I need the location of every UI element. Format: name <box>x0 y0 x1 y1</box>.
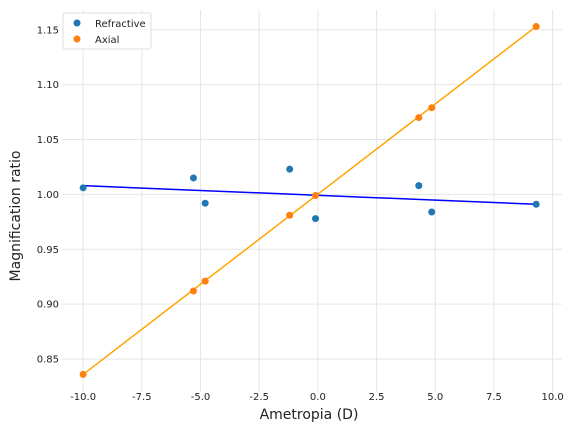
y-axis-title: Magnification ratio <box>8 151 24 282</box>
data-point-refractive <box>312 215 320 223</box>
data-point-refractive <box>286 165 294 173</box>
data-point-axial <box>312 192 320 200</box>
data-point-refractive <box>201 199 209 207</box>
data-point-axial <box>201 277 209 285</box>
legend-marker-refractive <box>73 19 81 27</box>
data-point-axial <box>415 114 423 122</box>
x-tick-label: -7.5 <box>132 392 152 403</box>
data-point-refractive <box>79 184 87 192</box>
fit-lines <box>82 25 537 376</box>
data-point-refractive <box>428 208 436 216</box>
x-tick-label: 2.5 <box>369 392 385 403</box>
data-point-axial <box>532 22 540 30</box>
data-point-axial <box>286 211 294 219</box>
data-points <box>79 22 540 378</box>
y-tick-label: 1.00 <box>37 190 59 201</box>
legend: Refractive Axial <box>62 12 152 50</box>
y-tick-label: 0.90 <box>37 300 59 311</box>
fit-line <box>83 184 537 206</box>
legend-marker-axial <box>73 35 81 43</box>
data-point-axial <box>79 370 87 378</box>
y-tick-label: 1.10 <box>37 80 59 91</box>
y-tick-label: 0.85 <box>37 355 59 366</box>
x-tick-label: -10.0 <box>70 392 96 403</box>
data-point-refractive <box>415 182 423 190</box>
x-tick-label: -5.0 <box>191 392 211 403</box>
x-tick-label: 0.0 <box>310 392 326 403</box>
data-point-refractive <box>532 200 540 208</box>
legend-label-refractive: Refractive <box>95 19 146 30</box>
x-tick-label: -2.5 <box>249 392 269 403</box>
data-point-axial <box>189 287 197 295</box>
x-tick-label: 5.0 <box>427 392 443 403</box>
y-tick-label: 1.15 <box>37 25 59 36</box>
x-axis-title: Ametropia (D) <box>260 407 359 423</box>
legend-label-axial: Axial <box>95 35 119 46</box>
x-tick-label: 10.0 <box>541 392 563 403</box>
fit-line <box>82 25 537 376</box>
y-tick-label: 0.95 <box>37 245 59 256</box>
data-point-axial <box>428 104 436 112</box>
data-point-refractive <box>189 174 197 182</box>
grid <box>62 10 562 392</box>
x-tick-label: 7.5 <box>486 392 502 403</box>
x-axis-ticks: -10.0 -7.5 -5.0 -2.5 0.0 2.5 5.0 7.5 10.0 <box>70 392 564 403</box>
y-tick-label: 1.05 <box>37 135 59 146</box>
y-axis-ticks: 0.85 0.90 0.95 1.00 1.05 1.10 1.15 <box>37 25 59 365</box>
legend-box <box>62 12 152 50</box>
